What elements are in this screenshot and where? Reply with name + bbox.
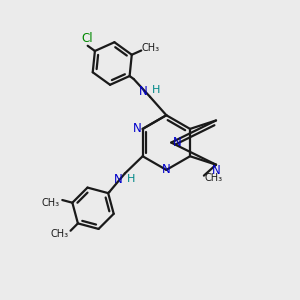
Text: N: N <box>162 164 171 176</box>
Text: CH₃: CH₃ <box>42 198 60 208</box>
Text: H: H <box>152 85 161 95</box>
Text: Cl: Cl <box>82 32 94 45</box>
Text: N: N <box>139 85 148 98</box>
Text: CH₃: CH₃ <box>142 43 160 53</box>
Text: N: N <box>114 173 123 186</box>
Text: CH₃: CH₃ <box>50 229 68 239</box>
Text: N: N <box>133 122 142 135</box>
Text: CH₃: CH₃ <box>204 173 223 183</box>
Text: H: H <box>127 174 136 184</box>
Text: N: N <box>212 164 220 176</box>
Text: N: N <box>173 136 182 149</box>
